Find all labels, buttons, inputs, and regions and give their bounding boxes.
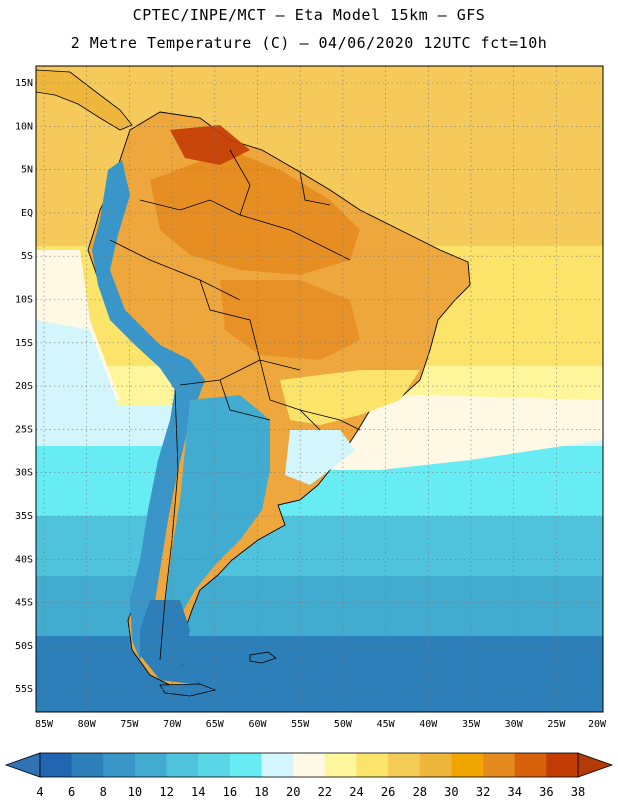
lat-label: 35S	[15, 511, 33, 522]
lat-label: 5N	[21, 165, 33, 176]
colorbar-label: 4	[36, 785, 43, 799]
colorbar: 4 6 8 10 12 14 16 18 20 22 24 26 28 30 3…	[4, 752, 614, 799]
colorbar-swatch	[229, 753, 262, 777]
lon-label: 70W	[163, 719, 182, 730]
lat-label: 30S	[15, 468, 33, 479]
colorbar-swatch	[324, 753, 357, 777]
latitude-axis: 15N 10N 5N EQ 5S 10S 15S 20S 25S 30S 35S…	[15, 78, 33, 695]
lat-label: 20S	[15, 381, 33, 392]
colorbar-frame	[39, 752, 579, 778]
colorbar-label: 22	[318, 785, 332, 799]
colorbar-label: 8	[100, 785, 107, 799]
colorbar-swatch	[388, 753, 421, 777]
lon-label: 85W	[35, 719, 54, 730]
colorbar-swatch	[546, 753, 579, 777]
colorbar-label: 36	[539, 785, 553, 799]
graticule	[36, 66, 603, 712]
lat-label: 40S	[15, 554, 33, 565]
lon-label: 55W	[291, 719, 310, 730]
colorbar-label: 16	[223, 785, 237, 799]
lon-label: 25W	[547, 719, 566, 730]
lat-label: 50S	[15, 641, 33, 652]
lat-label: 25S	[15, 424, 33, 435]
colorbar-swatch	[166, 753, 199, 777]
colorbar-label: 38	[571, 785, 585, 799]
colorbar-label: 26	[381, 785, 395, 799]
colorbar-label: 10	[128, 785, 142, 799]
lon-label: 65W	[206, 719, 225, 730]
andes-cold-strip	[92, 160, 205, 660]
colorbar-swatch	[134, 753, 167, 777]
ocean-band-cold	[36, 516, 603, 576]
ocean-band-coldest	[36, 636, 603, 712]
colorbar-label: 18	[254, 785, 268, 799]
colorbar-swatch	[103, 753, 136, 777]
longitude-axis: 85W 80W 75W 70W 65W 60W 55W 50W 45W 40W …	[35, 719, 607, 730]
argentina-cool-zone	[160, 395, 270, 650]
south-brazil-zone	[285, 430, 355, 485]
lon-label: 30W	[505, 719, 524, 730]
colorbar-swatch	[293, 753, 326, 777]
falkland-islands	[249, 651, 277, 664]
country-borders	[109, 149, 361, 661]
lon-label: 35W	[462, 719, 481, 730]
lon-label: 60W	[248, 719, 267, 730]
patagonia-cold-zone	[140, 600, 200, 685]
colorbar-label: 24	[349, 785, 363, 799]
amazon-hot-zone	[150, 150, 360, 275]
colorbar-low-arrow	[4, 752, 41, 778]
colorbar-high-arrow	[577, 752, 614, 778]
lat-label: EQ	[21, 208, 33, 219]
colorbar-swatch	[40, 753, 72, 777]
southeast-brazil-zone	[280, 370, 420, 425]
map-title-line1: CPTEC/INPE/MCT – Eta Model 15km – GFS	[132, 6, 486, 24]
colorbar-swatch	[198, 753, 231, 777]
ocean-warm-tongue	[300, 395, 603, 470]
colorbar-label: 20	[286, 785, 300, 799]
colorbar-swatch	[356, 753, 389, 777]
colorbar-label: 14	[191, 785, 205, 799]
colorbar-label: 28	[413, 785, 427, 799]
colorbar-label: 6	[68, 785, 75, 799]
colorbar-label: 32	[476, 785, 490, 799]
colorbar-swatch	[451, 753, 484, 777]
lat-label: 15S	[15, 338, 33, 349]
lon-label: 50W	[334, 719, 353, 730]
lon-label: 80W	[78, 719, 97, 730]
lon-label: 20W	[588, 719, 607, 730]
colorbar-swatch	[261, 753, 294, 777]
lat-label: 5S	[21, 251, 33, 262]
tierra-del-fuego	[159, 683, 217, 697]
map-frame	[35, 65, 604, 713]
colorbar-swatch	[514, 753, 547, 777]
colorbar-label: 12	[159, 785, 173, 799]
ocean-band-colder	[36, 576, 603, 636]
map-title-line2: 2 Metre Temperature (C) – 04/06/2020 12U…	[70, 34, 548, 52]
colorbar-swatch	[483, 753, 516, 777]
colorbar-swatch	[71, 753, 104, 777]
colorbar-label: 34	[507, 785, 521, 799]
venezuela-hot-zone	[170, 125, 250, 165]
map-panel	[36, 66, 603, 712]
lon-label: 75W	[120, 719, 139, 730]
lat-label: 45S	[15, 598, 33, 609]
lat-label: 15N	[15, 78, 33, 89]
lon-label: 45W	[377, 719, 396, 730]
lon-label: 40W	[419, 719, 438, 730]
colorbar-swatch	[419, 753, 452, 777]
central-america	[36, 69, 133, 131]
ocean-pacific-cool	[36, 320, 120, 410]
colorbar-label: 30	[444, 785, 458, 799]
lat-label: 10N	[15, 121, 33, 132]
lat-label: 55S	[15, 684, 33, 695]
lat-label: 10S	[15, 295, 33, 306]
